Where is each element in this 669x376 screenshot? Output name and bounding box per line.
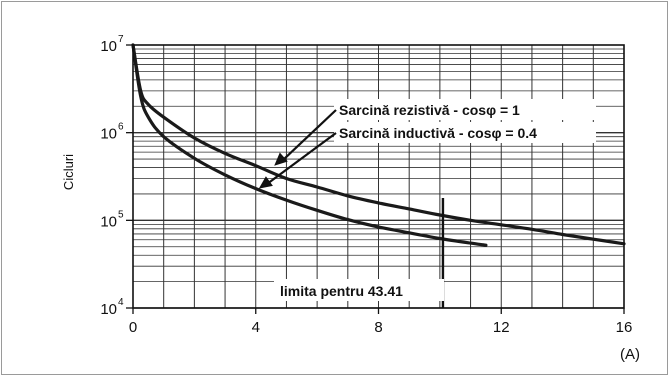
annotation-arrow-head [274, 152, 288, 166]
y-tick-label: 10 [100, 213, 117, 230]
annotation-background [334, 122, 596, 143]
x-tick-label: 0 [129, 319, 137, 336]
annotation-background [334, 99, 596, 120]
limit-label-background [274, 279, 444, 301]
x-tick-label: 8 [374, 319, 382, 336]
y-tick-exponent: 4 [118, 297, 124, 308]
annotation-rezistiva: Sarcină rezistivă - cosφ = 1 [339, 102, 520, 118]
y-axis-label: Cicluri [61, 154, 76, 190]
y-tick-exponent: 7 [118, 34, 124, 45]
x-tick-label: 12 [493, 319, 510, 336]
y-tick-exponent: 5 [118, 209, 124, 220]
annotation-arrow-line [279, 109, 337, 164]
x-axis-unit-label: (A) [620, 346, 640, 363]
limit-label: limita pentru 43.41 [280, 283, 403, 299]
annotation-arrow-head [258, 176, 273, 189]
y-tick-exponent: 6 [118, 122, 124, 133]
x-tick-label: 16 [616, 319, 633, 336]
y-tick-label: 10 [100, 38, 117, 55]
grid [132, 45, 625, 309]
annotations: Sarcină rezistivă - cosφ = 1 Sarcină indu… [258, 99, 596, 308]
annotation-arrow-line [264, 132, 337, 187]
x-tick-label: 4 [252, 319, 260, 336]
series-curves [131, 43, 626, 247]
y-tick-label: 10 [100, 301, 117, 318]
y-tick-label: 10 [100, 126, 117, 143]
annotation-inductiva: Sarcină inductivă - cosφ = 0.4 [339, 125, 537, 141]
series-inductiva-curve [131, 43, 488, 247]
series-rezistiva-curve [131, 43, 626, 246]
